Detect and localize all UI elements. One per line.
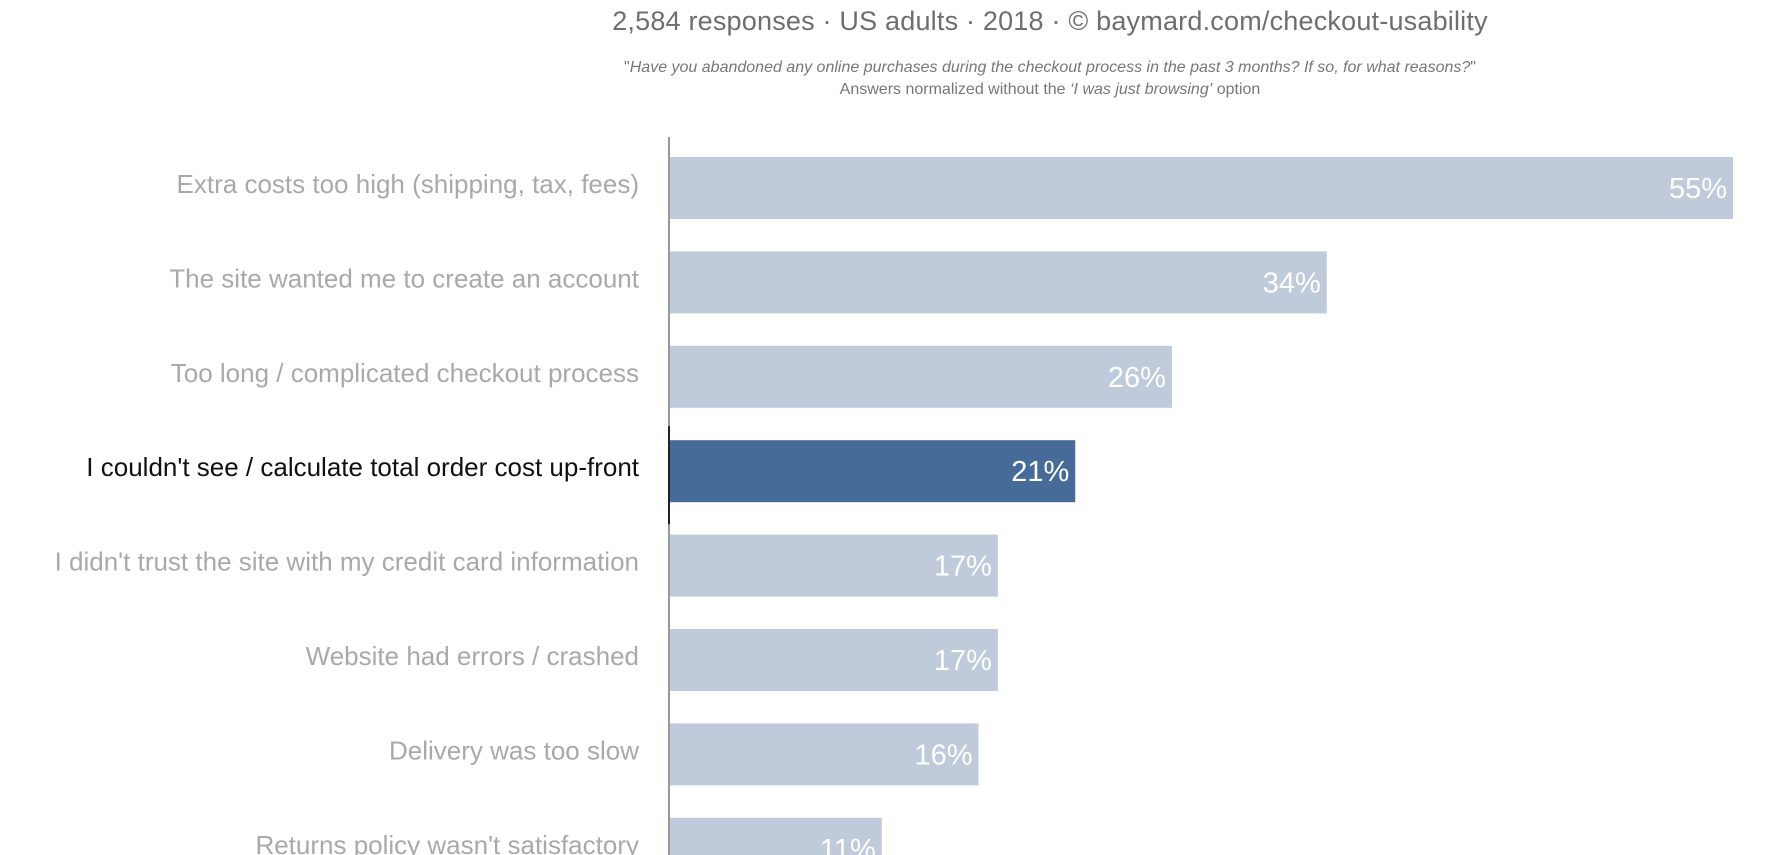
bar-5 (669, 534, 998, 597)
category-label-4: I couldn't see / calculate total order c… (86, 452, 639, 482)
survey-question: "Have you abandoned any online purchases… (0, 59, 1773, 77)
note-suffix: option (1212, 81, 1261, 98)
value-label-7: 16% (914, 739, 972, 771)
question-open-quote: " (624, 59, 630, 76)
bar-4 (669, 440, 1076, 503)
bar-6 (669, 629, 998, 691)
category-label-3: Too long / complicated checkout process (171, 358, 639, 388)
category-label-2: The site wanted me to create an account (169, 263, 639, 293)
value-label-8: 11% (820, 834, 876, 855)
question-close-quote: " (1470, 59, 1476, 76)
value-label-6: 17% (934, 645, 992, 677)
category-label-6: Website had errors / crashed (306, 641, 639, 671)
category-label-7: Delivery was too slow (389, 735, 639, 765)
bar-2 (669, 251, 1327, 314)
note-emphasis: ‘I was just browsing’ (1070, 81, 1213, 98)
category-label-1: Extra costs too high (shipping, tax, fee… (177, 169, 639, 199)
value-label-3: 26% (1108, 362, 1166, 394)
normalization-note: Answers normalized without the ‘I was ju… (0, 81, 1773, 99)
bar-1 (669, 157, 1733, 219)
chart-subtitle: 2,584 responses · US adults · 2018 · © b… (612, 6, 1488, 36)
category-label-8: Returns policy wasn't satisfactory (255, 830, 639, 855)
value-label-2: 34% (1263, 267, 1321, 299)
note-prefix: Answers normalized without the (839, 81, 1070, 98)
bar-3 (669, 345, 1172, 408)
bar-7 (669, 723, 979, 786)
value-label-5: 17% (934, 551, 992, 583)
question-text: Have you abandoned any online purchases … (629, 59, 1471, 76)
bar-8 (669, 817, 882, 855)
value-label-1: 55% (1669, 173, 1727, 205)
value-label-4: 21% (1011, 456, 1069, 488)
category-label-5: I didn't trust the site with my credit c… (55, 547, 639, 577)
